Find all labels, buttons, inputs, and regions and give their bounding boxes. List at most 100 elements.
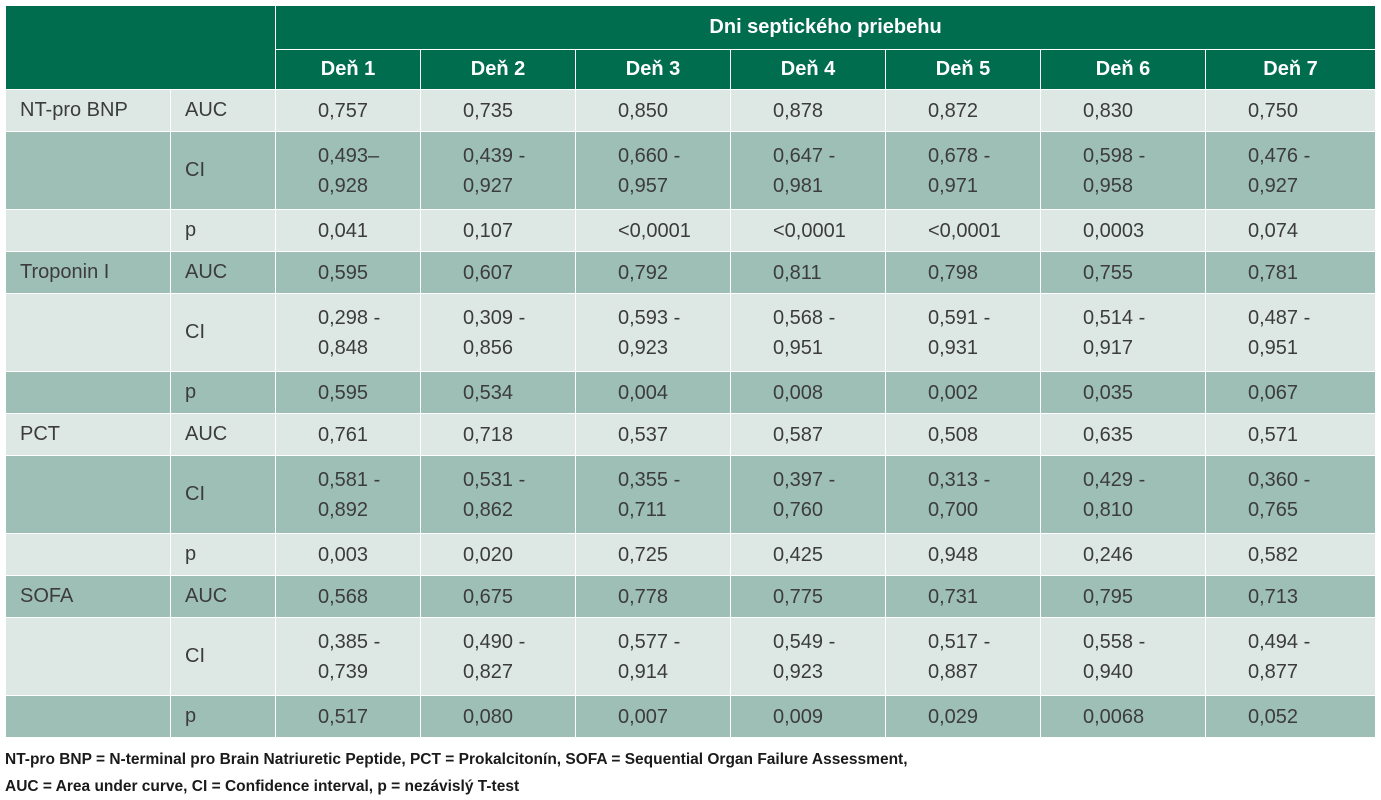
value-cell: 0,298 - 0,848 — [275, 293, 421, 372]
value-cell: 0,0068 — [1040, 695, 1206, 738]
value-cell: 0,494 - 0,877 — [1204, 617, 1377, 696]
value-line: 0,951 — [773, 336, 824, 359]
value-cell: 0,792 — [575, 251, 731, 294]
day-header: Deň 3 — [575, 49, 731, 90]
value-line: 0,593 - — [618, 306, 681, 329]
value-cell: 0,355 - 0,711 — [575, 455, 731, 534]
value-line: 0,951 — [1248, 336, 1299, 359]
marker-cell: SOFA — [5, 575, 171, 618]
value-line: 0,534 — [463, 381, 514, 404]
value-line: 0,035 — [1083, 381, 1134, 404]
value-cell: 0,487 - 0,951 — [1204, 293, 1377, 372]
marker-cell — [5, 695, 171, 738]
value-line: 0,971 — [928, 174, 979, 197]
footnote-line: NT-pro BNP = N-terminal pro Brain Natriu… — [5, 751, 908, 768]
value-cell: 0,429 - 0,810 — [1040, 455, 1206, 534]
value-cell: 0,595 — [275, 371, 421, 414]
value-line: 0,493– — [318, 144, 380, 167]
value-cell: <0,0001 — [885, 209, 1041, 252]
days-group-header: Dni septického priebehu — [274, 5, 1377, 50]
value-line: <0,0001 — [618, 219, 691, 242]
value-line: 0,517 — [318, 705, 369, 728]
stat-cell: AUC — [170, 251, 276, 294]
value-cell: 0,558 - 0,940 — [1040, 617, 1206, 696]
value-line: 0,957 — [618, 174, 669, 197]
marker-cell — [5, 617, 171, 696]
stat-cell: CI — [170, 617, 276, 696]
value-line: 0,004 — [618, 381, 669, 404]
value-line: 0,595 — [318, 381, 369, 404]
value-cell: 0,757 — [275, 89, 421, 132]
table-body: NT-pro BNP AUC 0,757 0,735 0,850 0,878 0,872 0,… — [5, 89, 1377, 738]
table-row: CI 0,298 -0,848 0,309 -0,856 0,593 -0,923 0,… — [5, 293, 1377, 372]
value-line: 0,923 — [618, 336, 669, 359]
value-cell: 0,002 — [885, 371, 1041, 414]
value-cell: 0,647 - 0,981 — [730, 131, 886, 210]
value-cell: 0,718 — [420, 413, 576, 456]
stat-cell: CI — [170, 131, 276, 210]
value-line: 0,927 — [463, 174, 514, 197]
value-cell: 0,385 - 0,739 — [275, 617, 421, 696]
table-row: CI 0,385 -0,739 0,490 -0,827 0,577 -0,914 0,… — [5, 617, 1377, 696]
value-line: 0,298 - — [318, 306, 381, 329]
value-cell: 0,052 — [1204, 695, 1377, 738]
marker-cell: Troponin I — [5, 251, 171, 294]
value-cell: 0,713 — [1204, 575, 1377, 618]
footnote-line: AUC = Area under curve, CI = Confidence … — [5, 778, 520, 795]
value-line: 0,781 — [1248, 261, 1299, 284]
value-cell: 0,660 - 0,957 — [575, 131, 731, 210]
value-line: 0,107 — [463, 219, 514, 242]
value-cell: 0,029 — [885, 695, 1041, 738]
table-row: SOFA AUC 0,568 0,675 0,778 0,775 0,731 0,795 0,7… — [5, 575, 1377, 618]
value-line: 0,725 — [618, 543, 669, 566]
value-line: 0,007 — [618, 705, 669, 728]
value-line: 0,660 - — [618, 144, 681, 167]
value-line: 0,755 — [1083, 261, 1134, 284]
value-line: 0,761 — [318, 423, 369, 446]
value-line: 0,0003 — [1083, 219, 1145, 242]
value-line: <0,0001 — [773, 219, 846, 242]
results-table-container: Dni septického priebehu Deň 1 Deň 2 Deň … — [5, 5, 1377, 738]
value-line: 0,877 — [1248, 660, 1299, 683]
value-line: 0,514 - — [1083, 306, 1146, 329]
value-line: 0,487 - — [1248, 306, 1311, 329]
day-header: Deň 4 — [730, 49, 886, 90]
value-line: 0,928 — [318, 174, 369, 197]
value-line: 0,360 - — [1248, 468, 1311, 491]
stat-cell: AUC — [170, 413, 276, 456]
value-line: 0,020 — [463, 543, 514, 566]
value-line: 0,739 — [318, 660, 369, 683]
value-line: 0,397 - — [773, 468, 836, 491]
value-line: 0,940 — [1083, 660, 1134, 683]
value-line: 0,558 - — [1083, 630, 1146, 653]
value-cell: 0,781 — [1204, 251, 1377, 294]
table-footnote: NT-pro BNP = N-terminal pro Brain Natriu… — [5, 746, 1375, 800]
value-cell: 0,517 - 0,887 — [885, 617, 1041, 696]
value-line: 0,931 — [928, 336, 979, 359]
value-line: 0,917 — [1083, 336, 1134, 359]
value-line: 0,923 — [773, 660, 824, 683]
value-cell: 0,795 — [1040, 575, 1206, 618]
stat-cell: CI — [170, 293, 276, 372]
value-line: 0,718 — [463, 423, 514, 446]
value-line: 0,074 — [1248, 219, 1299, 242]
value-cell: 0,508 — [885, 413, 1041, 456]
value-line: 0,795 — [1083, 585, 1134, 608]
value-line: 0,531 - — [463, 468, 526, 491]
value-line: 0,778 — [618, 585, 669, 608]
stat-cell: CI — [170, 455, 276, 534]
value-line: 0,735 — [463, 99, 514, 122]
value-line: 0,009 — [773, 705, 824, 728]
value-line: 0,878 — [773, 99, 824, 122]
value-line: 0,827 — [463, 660, 514, 683]
table-row: p 0,517 0,080 0,007 0,009 0,029 0,0068 0,052 — [5, 695, 1377, 738]
value-line: 0,981 — [773, 174, 824, 197]
value-line: 0,429 - — [1083, 468, 1146, 491]
table-row: p 0,595 0,534 0,004 0,008 0,002 0,035 0,067 — [5, 371, 1377, 414]
roc-results-table: Dni septického priebehu Deň 1 Deň 2 Deň … — [5, 5, 1377, 738]
value-line: 0,494 - — [1248, 630, 1311, 653]
stat-cell: p — [170, 533, 276, 576]
marker-cell — [5, 293, 171, 372]
value-cell: 0,009 — [730, 695, 886, 738]
value-cell: 0,080 — [420, 695, 576, 738]
